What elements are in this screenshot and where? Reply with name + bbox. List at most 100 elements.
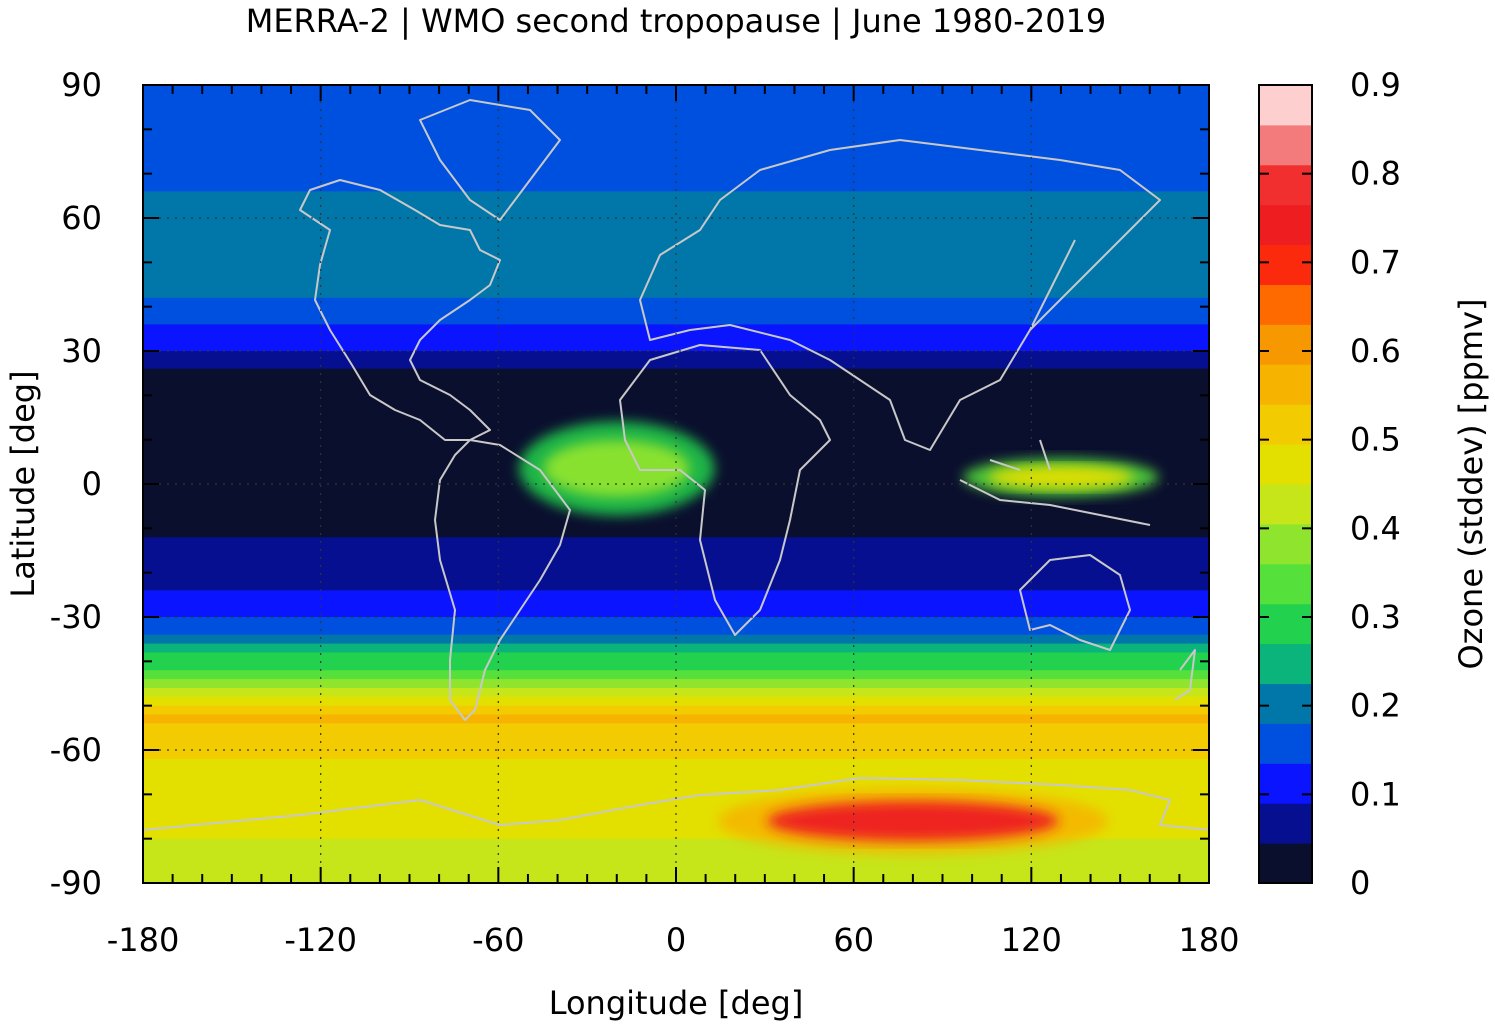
colorbar-tick-label: 0.8 xyxy=(1350,155,1401,193)
latitude-band xyxy=(143,501,1209,512)
latitude-band xyxy=(143,306,1209,317)
colorbar-cell xyxy=(1259,603,1312,645)
plot-frame xyxy=(142,84,1210,884)
coastline-africa xyxy=(619,344,831,636)
y-axis: -90 -60 -30 0 30 60 90 Latitude [deg] xyxy=(4,66,102,902)
latitude-band xyxy=(143,342,1209,352)
latitude-band xyxy=(143,235,1209,246)
latitude-band xyxy=(143,164,1209,175)
colorbar-tick-label: 0.6 xyxy=(1350,332,1401,370)
colorbar-cell xyxy=(1259,324,1312,365)
grid-lines xyxy=(143,85,1209,883)
latitude-band xyxy=(143,838,1209,849)
latitude-band xyxy=(143,147,1209,157)
latitude-band xyxy=(143,155,1209,166)
latitude-band xyxy=(143,803,1209,813)
minor-ticks xyxy=(142,84,1210,884)
coastline-greenland xyxy=(419,99,561,221)
colorbar-tick-label: 0.4 xyxy=(1350,509,1401,547)
colorbar-tick-label: 0.7 xyxy=(1350,243,1401,281)
y-tick-label: 0 xyxy=(82,465,102,503)
chart-title: MERRA-2 | WMO second tropopause | June 1… xyxy=(246,2,1107,40)
latitude-band xyxy=(143,421,1209,432)
latitude-band xyxy=(143,413,1209,423)
regional-maximum-core xyxy=(988,465,1134,489)
coastline-new-zealand xyxy=(1174,649,1196,701)
latitude-band xyxy=(143,652,1209,662)
latitude-band xyxy=(143,404,1209,414)
latitude-band xyxy=(143,262,1209,272)
regional-maximum-core xyxy=(767,800,1059,841)
coastline-japan xyxy=(1029,239,1076,331)
latitude-band xyxy=(143,510,1209,521)
latitude-band xyxy=(143,519,1209,529)
latitude-band xyxy=(143,253,1209,263)
latitude-band xyxy=(143,687,1209,698)
x-tick-label: -60 xyxy=(472,921,524,959)
latitude-band xyxy=(143,847,1209,857)
colorbar-cell xyxy=(1259,164,1312,206)
colorbar-cell xyxy=(1259,843,1312,884)
colorbar-cell xyxy=(1259,803,1312,844)
latitude-band xyxy=(143,723,1209,733)
regional-maximum xyxy=(519,421,715,516)
latitude-band xyxy=(143,351,1209,361)
y-tick-label: 90 xyxy=(61,66,102,104)
regional-maximum xyxy=(717,787,1109,855)
latitude-band xyxy=(143,812,1209,822)
latitude-band xyxy=(143,386,1209,396)
latitude-band xyxy=(143,324,1209,334)
latitude-band xyxy=(143,395,1209,405)
latitude-band xyxy=(143,758,1209,769)
colorbar-tick-label: 0.5 xyxy=(1350,421,1401,459)
latitude-band xyxy=(143,634,1209,645)
colorbar-cell xyxy=(1259,85,1312,126)
colorbar-label: Ozone (stddev) [ppmv] xyxy=(1452,298,1490,669)
colorbar-cell xyxy=(1259,244,1312,285)
x-tick-label: 0 xyxy=(666,921,686,959)
colorbar-cell xyxy=(1259,404,1312,445)
colorbar-cell xyxy=(1259,763,1312,804)
latitude-band xyxy=(143,554,1209,565)
latitude-band xyxy=(143,581,1209,591)
colorbar-cell xyxy=(1259,284,1312,325)
colorbar-cells xyxy=(1259,85,1312,884)
latitude-band xyxy=(143,280,1209,290)
regional-maximum xyxy=(963,457,1159,497)
y-tick-label: 30 xyxy=(61,332,102,370)
y-tick-label: 60 xyxy=(61,199,102,237)
latitude-band xyxy=(143,315,1209,325)
colorbar-tick-label: 0.2 xyxy=(1350,687,1401,725)
colorbar-cell xyxy=(1259,364,1312,405)
latitude-band xyxy=(143,333,1209,343)
latitude-band xyxy=(143,750,1209,760)
x-tick-label: -180 xyxy=(107,921,180,959)
colorbar-tick-label: 0.3 xyxy=(1350,598,1401,636)
coastline-south-america xyxy=(434,439,571,721)
latitude-band xyxy=(143,670,1209,680)
latitude-band xyxy=(143,182,1209,192)
latitude-band xyxy=(143,661,1209,671)
colorbar-tick-label: 0.1 xyxy=(1350,775,1401,813)
colorbar-frame xyxy=(1258,84,1313,884)
coastline-eurasia xyxy=(639,139,1161,451)
latitude-band xyxy=(143,191,1209,201)
colorbar-cell xyxy=(1259,723,1312,764)
latitude-band xyxy=(143,173,1209,184)
colorbar-cell xyxy=(1259,683,1312,724)
coastline-australia xyxy=(1019,554,1131,651)
latitude-band xyxy=(143,572,1209,583)
latitude-band xyxy=(143,244,1209,255)
x-axis: -180 -120 -60 0 60 120 180 Longitude [de… xyxy=(107,921,1240,1022)
regional-features xyxy=(519,421,1159,855)
coastline-antarctica xyxy=(143,777,1209,831)
latitude-band xyxy=(143,111,1209,122)
latitude-band xyxy=(143,741,1209,751)
latitude-band xyxy=(143,608,1209,618)
x-tick-label: -120 xyxy=(284,921,357,959)
latitude-band xyxy=(143,226,1209,237)
regional-maximum-core xyxy=(543,440,690,497)
latitude-band xyxy=(143,679,1209,689)
latitude-band xyxy=(143,563,1209,574)
